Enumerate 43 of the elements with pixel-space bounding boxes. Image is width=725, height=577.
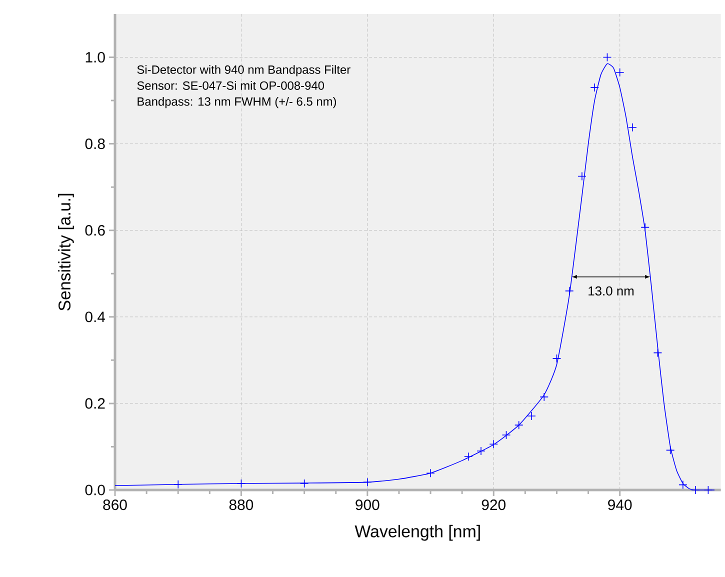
point [590, 83, 599, 92]
line-series [114, 63, 715, 490]
point [578, 172, 586, 181]
point [363, 478, 372, 487]
y-tick-label: 0.2 [85, 398, 105, 409]
annotation: Bandpass: 13 nm FWHM (+/- 6.5 nm) [138, 96, 336, 108]
point [464, 452, 473, 462]
point [615, 68, 624, 77]
x-tick-label: 900 [356, 500, 380, 510]
point [704, 486, 713, 494]
y-tick-label: 0.6 [85, 225, 105, 236]
point [628, 122, 637, 132]
x-tick-label: 860 [103, 500, 127, 510]
point [476, 446, 486, 456]
y-tick-label: 0.4 [85, 312, 106, 322]
point [489, 440, 498, 449]
annotation: 13.0 nm [588, 286, 634, 296]
y-tick-label: 0.0 [85, 484, 105, 496]
y-axis-title: Sensitivity [a.u.] [58, 194, 74, 311]
point [666, 446, 675, 455]
point [602, 52, 612, 62]
point [678, 480, 688, 490]
point [514, 420, 524, 430]
point [540, 392, 549, 402]
point [174, 480, 183, 489]
x-tick-label: 880 [229, 500, 254, 510]
x-tick-label: 920 [482, 500, 506, 510]
y-tick-label: 1.0 [86, 52, 105, 63]
point [564, 286, 574, 296]
point [691, 486, 700, 494]
x-axis-title: Wavelength [nm] [354, 524, 480, 541]
x-tick-label: 940 [608, 500, 632, 510]
point [426, 468, 435, 478]
point [527, 412, 536, 420]
y-tick-label: 0.8 [85, 138, 105, 150]
point [300, 479, 309, 488]
annotation: Sensor: SE-047-Si mit OP-008-940 [137, 81, 324, 90]
annotation: Si-Detector with 940 nm Bandpass Filter [137, 65, 350, 76]
point [502, 430, 511, 440]
point [236, 479, 246, 488]
point [640, 222, 650, 232]
point [552, 354, 562, 363]
point [653, 348, 662, 358]
